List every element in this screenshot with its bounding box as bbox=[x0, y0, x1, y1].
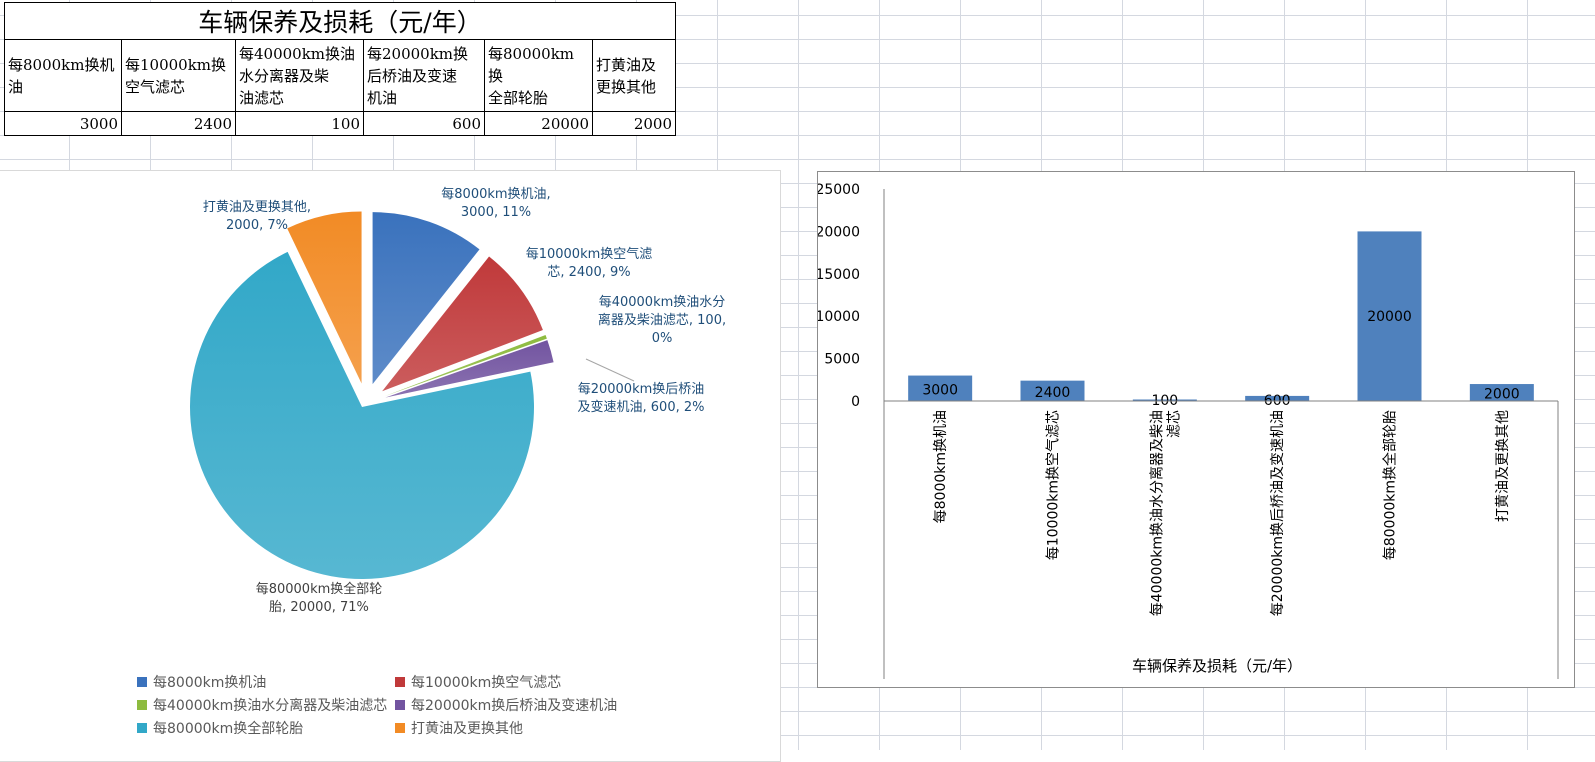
bar-chart[interactable]: 0 5000 10000 15000 20000 25000 3000 每8000km换机油 2… bbox=[817, 171, 1575, 688]
header-text-line: 油 bbox=[8, 77, 24, 96]
bar[interactable] bbox=[1357, 231, 1422, 401]
header-text-line: 空气滤芯 bbox=[125, 77, 186, 96]
legend-item[interactable]: 每20000km换后桥油及变速机油 bbox=[395, 694, 617, 716]
header-text-line: 全部轮胎 bbox=[488, 88, 549, 107]
svg-text:每40000km换油水分离器及柴油: 每40000km换油水分离器及柴油 bbox=[1148, 410, 1165, 616]
legend-label: 每40000km换油水分离器及柴油滤芯 bbox=[153, 698, 388, 714]
header-text-line: 水分离器及柴 bbox=[239, 66, 330, 85]
legend-item[interactable]: 每40000km换油水分离器及柴油滤芯 bbox=[137, 694, 387, 716]
legend-swatch-icon bbox=[395, 700, 405, 710]
pie-slice[interactable] bbox=[384, 334, 547, 397]
svg-text:每8000km换机油: 每8000km换机油 bbox=[932, 410, 949, 523]
table-value-cell[interactable]: 3000 bbox=[4, 111, 122, 136]
pie-data-label: 每20000km换后桥油及变速机油, 600, 2% bbox=[578, 381, 705, 415]
header-text-line: 每40000km换油 bbox=[239, 44, 356, 63]
pie-data-label: 每8000km换机油, 3000, 11% bbox=[441, 186, 550, 220]
pie-data-label: 打黄油及更换其他, 2000, 7% bbox=[203, 200, 311, 233]
table-header-row: 每8000km换机油每10000km换 空气滤芯 每40000km换油 水分离器及柴油… bbox=[4, 39, 676, 112]
bar[interactable] bbox=[1132, 399, 1197, 402]
table-header-cell[interactable]: 每80000km换全部轮胎 bbox=[484, 39, 593, 112]
table-header-cell[interactable]: 打黄油及 更换其他 bbox=[592, 39, 676, 112]
legend-label: 每80000km换全部轮胎 bbox=[153, 721, 304, 737]
legend-item[interactable]: 每8000km换机油 bbox=[137, 671, 266, 693]
header-text-line: 油滤芯 bbox=[239, 88, 285, 107]
y-tick-label: 15000 bbox=[818, 267, 860, 283]
table-title-cell[interactable]: 车辆保养及损耗（元/年） bbox=[4, 2, 676, 40]
x-axis-title: 车辆保养及损耗（元/年） bbox=[1132, 657, 1302, 675]
table-header-cell[interactable]: 每20000km换 后桥油及变速 机油 bbox=[363, 39, 485, 112]
bar[interactable] bbox=[1245, 395, 1310, 401]
legend-label: 每20000km换后桥油及变速机油 bbox=[411, 698, 618, 714]
pie-slice[interactable] bbox=[385, 340, 554, 398]
legend-item[interactable]: 打黄油及更换其他 bbox=[395, 717, 523, 739]
legend-item[interactable]: 每80000km换全部轮胎 bbox=[137, 717, 303, 739]
svg-text:打黄油及更换其他: 打黄油及更换其他 bbox=[1494, 410, 1511, 522]
bar-chart-plot: 0 5000 10000 15000 20000 25000 3000 每8000km换机油 2… bbox=[818, 182, 1559, 679]
pie-data-label: 每80000km换全部轮胎, 20000, 71% bbox=[256, 581, 383, 615]
legend-item[interactable]: 每10000km换空气滤芯 bbox=[395, 671, 561, 693]
bar[interactable] bbox=[908, 375, 973, 401]
pie-chart-plot: 每8000km换机油, 3000, 11% 每10000km换空气滤芯, 2400,… bbox=[190, 186, 726, 615]
x-category-label: 每40000km换油水分离器及柴油 滤芯 bbox=[1148, 410, 1182, 616]
x-category-label: 每10000km换空气滤芯 bbox=[1045, 410, 1062, 560]
pie-data-label: 每40000km换油水分离器及柴油滤芯, 100, 0% bbox=[598, 294, 726, 346]
y-tick-label: 0 bbox=[851, 394, 860, 410]
legend-swatch-icon bbox=[137, 700, 147, 710]
table-value-cell[interactable]: 2000 bbox=[592, 111, 676, 136]
header-text-line: 每8000km换机 bbox=[8, 55, 115, 74]
header-text-line: 机油 bbox=[367, 88, 398, 107]
svg-text:每10000km换空气滤芯: 每10000km换空气滤芯 bbox=[1045, 410, 1062, 560]
x-category-label: 打黄油及更换其他 bbox=[1494, 410, 1511, 522]
x-category-label: 每20000km换后桥油及变速机油 bbox=[1269, 410, 1286, 616]
y-tick-label: 5000 bbox=[824, 352, 860, 368]
pie-slice[interactable] bbox=[382, 256, 543, 392]
legend-label: 打黄油及更换其他 bbox=[411, 721, 523, 737]
svg-text:每80000km换全部轮胎: 每80000km换全部轮胎 bbox=[1382, 410, 1399, 560]
y-tick-label: 25000 bbox=[818, 182, 860, 198]
table-value-cell[interactable]: 100 bbox=[235, 111, 364, 136]
bar-value-label: 2400 bbox=[1035, 385, 1071, 401]
header-text-line: 每20000km换 bbox=[367, 44, 469, 63]
header-text-line: 打黄油及 bbox=[596, 55, 657, 74]
header-text-line: 后桥油及变速 bbox=[367, 66, 458, 85]
bar[interactable] bbox=[1469, 384, 1534, 401]
leader-line bbox=[585, 358, 635, 382]
pie-data-label: 每10000km换空气滤芯, 2400, 9% bbox=[526, 246, 653, 280]
table-value-row: 3000 2400 100 600 20000 2000 bbox=[4, 111, 676, 136]
table-header-cell[interactable]: 每10000km换 空气滤芯 bbox=[121, 39, 236, 112]
header-text-line: 每80000km换 bbox=[488, 44, 575, 85]
svg-text:滤芯: 滤芯 bbox=[1166, 410, 1182, 438]
bar[interactable] bbox=[1020, 380, 1085, 401]
table-value-cell[interactable]: 600 bbox=[363, 111, 485, 136]
bar-value-label: 20000 bbox=[1367, 309, 1412, 325]
bar-value-label: 2000 bbox=[1484, 387, 1520, 403]
legend-swatch-icon bbox=[395, 723, 405, 733]
pie-slice[interactable] bbox=[372, 212, 480, 385]
x-category-label: 每8000km换机油 bbox=[932, 410, 949, 523]
legend-swatch-icon bbox=[137, 677, 147, 687]
legend-swatch-icon bbox=[137, 723, 147, 733]
header-text-line: 每10000km换 bbox=[125, 55, 227, 74]
legend-swatch-icon bbox=[395, 677, 405, 687]
table-header-cell[interactable]: 每8000km换机油 bbox=[4, 39, 122, 112]
pie-slice[interactable] bbox=[287, 211, 362, 384]
pie-chart[interactable]: 每8000km换机油, 3000, 11% 每10000km换空气滤芯, 2400,… bbox=[0, 170, 781, 762]
y-tick-label: 20000 bbox=[818, 224, 860, 240]
legend-label: 每8000km换机油 bbox=[153, 675, 267, 691]
maintenance-cost-table: 车辆保养及损耗（元/年） 每8000km换机油每10000km换 空气滤芯 每400… bbox=[4, 2, 676, 136]
table-header-cell[interactable]: 每40000km换油 水分离器及柴 油滤芯 bbox=[235, 39, 364, 112]
header-text-line: 更换其他 bbox=[596, 77, 657, 96]
y-tick-label: 10000 bbox=[818, 309, 860, 325]
pie-slice[interactable] bbox=[190, 251, 535, 579]
bar-value-label: 3000 bbox=[922, 382, 958, 398]
x-category-label: 每80000km换全部轮胎 bbox=[1382, 410, 1399, 560]
svg-text:每20000km换后桥油及变速机油: 每20000km换后桥油及变速机油 bbox=[1269, 410, 1286, 616]
legend-label: 每10000km换空气滤芯 bbox=[411, 675, 562, 691]
table-value-cell[interactable]: 20000 bbox=[484, 111, 593, 136]
table-value-cell[interactable]: 2400 bbox=[121, 111, 236, 136]
